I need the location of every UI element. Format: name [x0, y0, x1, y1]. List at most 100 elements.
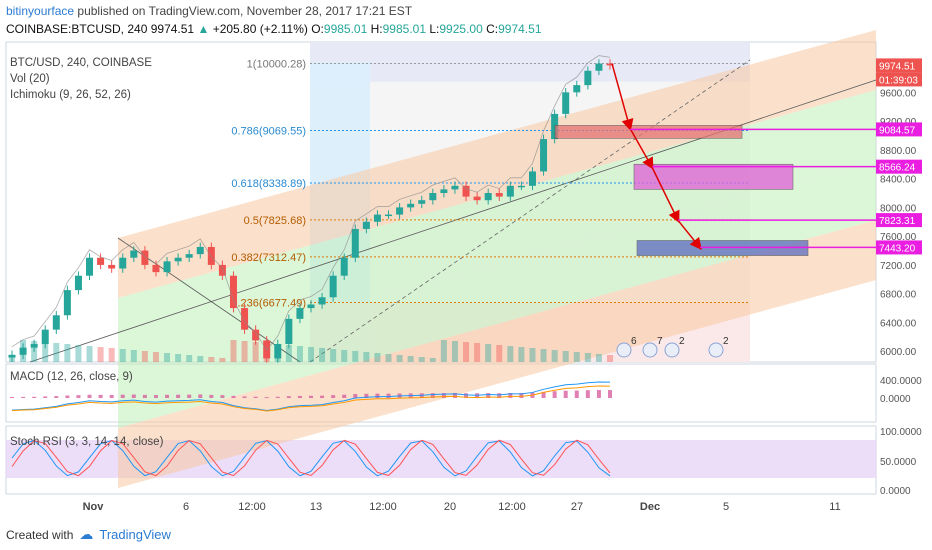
tradingview-logo-icon: ☁ — [79, 526, 94, 542]
stoch-d-line — [11, 439, 611, 477]
candle-body — [418, 200, 426, 204]
candle-body — [307, 304, 315, 309]
volume-bar — [252, 342, 259, 362]
volume-bar — [20, 340, 27, 362]
candle-body — [584, 70, 592, 86]
candle-body — [562, 92, 570, 114]
candle-body — [373, 214, 381, 222]
fib-shade-top — [310, 42, 750, 82]
macd-histogram-bar — [364, 393, 369, 398]
volume-bar — [175, 354, 182, 362]
volume-bar — [64, 344, 71, 362]
macd-histogram-bar — [430, 393, 435, 398]
candle-body — [74, 275, 82, 291]
macd-histogram-bar — [264, 397, 269, 399]
candle-body — [385, 214, 393, 217]
macd-histogram-bar — [331, 395, 336, 398]
publish-info: published on TradingView.com, November 2… — [77, 4, 413, 18]
price-axis-tick: 8400.00 — [880, 175, 917, 186]
price-axis-tick: 7600.00 — [880, 232, 917, 243]
target-zone-box — [633, 163, 794, 190]
time-axis-tick: 12:00 — [238, 501, 266, 513]
volume-bar — [529, 348, 536, 362]
channel-lower-orange — [118, 220, 876, 488]
candle-body — [252, 329, 260, 341]
stoch-axis-tick: 0.0000 — [880, 486, 911, 497]
footer-created: Created with — [6, 527, 74, 542]
candle-body — [296, 308, 304, 319]
macd-histogram-bar — [452, 392, 457, 398]
footer-brand[interactable]: TradingView — [99, 527, 171, 542]
volume-bar — [396, 355, 403, 362]
price-marker-tag — [876, 122, 922, 137]
volume-bar — [573, 352, 580, 362]
candle-body — [196, 246, 204, 255]
event-badge-count: 7 — [657, 336, 663, 347]
time-axis-tick: Nov — [83, 501, 105, 513]
macd-label: MACD (12, 26, close, 9) — [10, 371, 133, 383]
volume-bar — [341, 350, 348, 362]
price-axis-tick: 8800.00 — [880, 146, 917, 157]
volume-bar — [584, 353, 591, 362]
volume-bar — [319, 348, 326, 362]
macd-histogram-bar — [98, 394, 103, 398]
volume-bar — [352, 351, 359, 362]
candle-body — [119, 257, 127, 269]
volume-bar — [374, 353, 381, 362]
macd-histogram-bar — [131, 394, 136, 398]
price-axis-tick: 6000.00 — [880, 347, 917, 358]
volume-label: Vol (20) — [10, 73, 50, 85]
price-marker-tag — [876, 72, 922, 87]
macd-histogram-bar — [21, 396, 26, 398]
channel-lower-green — [118, 160, 876, 428]
macd-histogram-bar — [541, 391, 546, 398]
price-marker-tag — [876, 240, 922, 255]
candle-body — [540, 139, 548, 172]
price-axis-tick: 6400.00 — [880, 318, 917, 329]
volume-bar — [263, 343, 270, 362]
volume-bar — [42, 342, 49, 362]
volume-bar — [53, 343, 60, 362]
time-axis-tick: Dec — [640, 501, 660, 513]
candle-body — [97, 257, 105, 265]
fib-level-label: 0.618(8338.89) — [231, 178, 306, 190]
volume-bar — [363, 352, 370, 362]
candle-body — [274, 344, 282, 359]
candle-body — [484, 193, 492, 201]
candle-body — [285, 318, 293, 345]
macd-histogram-bar — [464, 393, 469, 398]
macd-histogram-bar — [43, 396, 48, 398]
channel-upper-orange — [118, 30, 876, 298]
price-change: +205.80 (+2.11%) — [212, 22, 308, 36]
price-marker-tag — [876, 213, 922, 228]
candle-body — [86, 257, 94, 276]
candle-body — [429, 193, 437, 201]
candle-body — [396, 207, 404, 215]
volume-bar — [607, 355, 613, 362]
candle-body — [407, 203, 415, 208]
macd-histogram-bar — [253, 396, 258, 398]
macd-histogram-bar — [320, 395, 325, 398]
event-badge-count: 2 — [723, 336, 729, 347]
macd-line — [11, 381, 611, 412]
candle-body — [440, 189, 448, 194]
time-axis-tick: 12:00 — [498, 501, 526, 513]
candle-body — [185, 254, 193, 258]
macd-histogram-bar — [32, 396, 37, 398]
candle-body — [41, 329, 49, 345]
volume-bar — [31, 341, 38, 362]
fib-trend-dashed — [309, 59, 751, 363]
candle-body — [263, 340, 271, 359]
candle-body — [595, 63, 603, 71]
candle-body — [218, 264, 226, 276]
macd-histogram-bar — [120, 394, 125, 398]
author-link[interactable]: bitinyourface — [6, 4, 75, 18]
event-badge-icon — [616, 342, 632, 358]
macd-histogram-bar — [109, 394, 114, 398]
open-label: O: — [311, 22, 324, 36]
volume-bar — [518, 347, 525, 362]
candle-body — [19, 347, 27, 355]
ohlc-line: COINBASE:BTCUSD, 240 9974.51 ▲ +205.80 (… — [6, 22, 542, 36]
price-marker-text: 7823.31 — [879, 216, 916, 227]
